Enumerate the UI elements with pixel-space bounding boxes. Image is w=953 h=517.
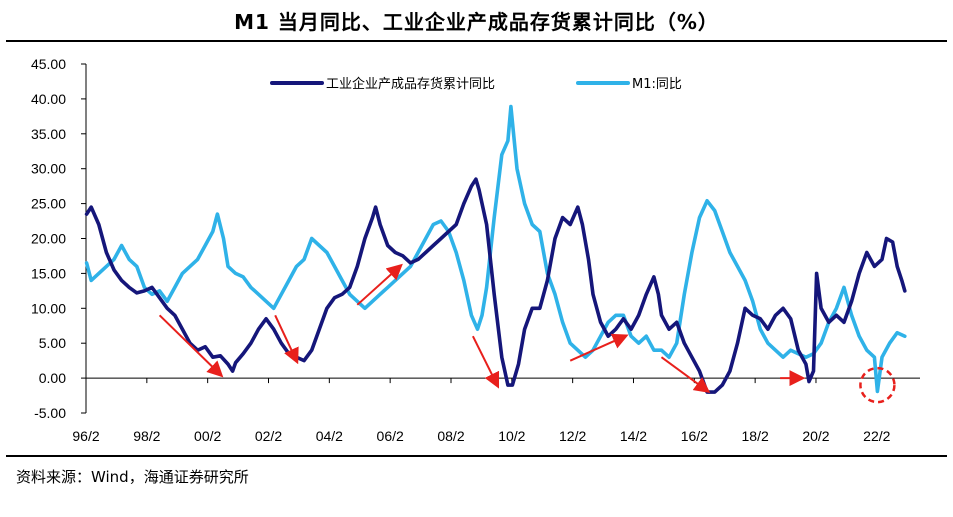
- trend-arrow: [471, 335, 500, 389]
- x-tick-label: 10/2: [498, 428, 525, 444]
- y-tick-label: 30.00: [31, 161, 66, 177]
- x-tick-label: 00/2: [194, 428, 221, 444]
- y-tick-label: 10.00: [31, 300, 66, 316]
- x-tick-label: 12/2: [559, 428, 586, 444]
- y-tick-label: 5.00: [39, 335, 66, 351]
- y-tick-label: 35.00: [31, 126, 66, 142]
- y-tick-label: 15.00: [31, 265, 66, 281]
- trend-arrow: [158, 314, 224, 378]
- trend-arrow: [660, 356, 711, 394]
- chart-title: M1 当月同比、工业企业产成品存货累计同比（%）: [234, 10, 719, 34]
- y-tick-label: 0.00: [39, 370, 66, 386]
- x-tick-label: 22/2: [863, 428, 890, 444]
- series-line-inventory: [84, 177, 907, 394]
- trend-arrow: [274, 314, 299, 365]
- x-tick-label: 08/2: [437, 428, 464, 444]
- y-tick-label: -5.00: [34, 405, 66, 421]
- legend: 工业企业产成品存货累计同比 M1:同比: [270, 76, 682, 92]
- legend-label: 工业企业产成品存货累计同比: [326, 76, 495, 92]
- y-tick-label: 20.00: [31, 231, 66, 247]
- highlight-circle: [859, 366, 896, 404]
- series-lines: [84, 104, 907, 394]
- x-tick-label: 16/2: [681, 428, 708, 444]
- trend-arrow: [569, 333, 629, 362]
- series-line-m1: [84, 104, 907, 394]
- x-tick-label: 96/2: [72, 428, 99, 444]
- x-tick-label: 14/2: [620, 428, 647, 444]
- annotations: [158, 263, 896, 404]
- trend-arrow: [356, 263, 403, 306]
- legend-item-inventory: 工业企业产成品存货累计同比: [270, 76, 495, 92]
- y-tick-label: 25.00: [31, 196, 66, 212]
- source-note: 资料来源：Wind，海通证券研究所: [16, 468, 249, 486]
- x-tick-label: 02/2: [255, 428, 282, 444]
- legend-item-m1: M1:同比: [576, 77, 682, 92]
- x-tick-label: 18/2: [742, 428, 769, 444]
- x-tick-label: 98/2: [133, 428, 160, 444]
- bottom-rule: [6, 455, 947, 457]
- top-rule: [6, 40, 947, 42]
- x-tick-label: 06/2: [377, 428, 404, 444]
- x-tick-label: 04/2: [316, 428, 343, 444]
- x-tick-label: 20/2: [802, 428, 829, 444]
- y-tick-label: 45.00: [31, 56, 66, 72]
- y-tick-label: 40.00: [31, 91, 66, 107]
- legend-label: M1:同比: [632, 77, 682, 92]
- axes: -5.00 0.00 5.00 10.00 15.00 20.00 25.00 30.00 35…: [31, 56, 920, 444]
